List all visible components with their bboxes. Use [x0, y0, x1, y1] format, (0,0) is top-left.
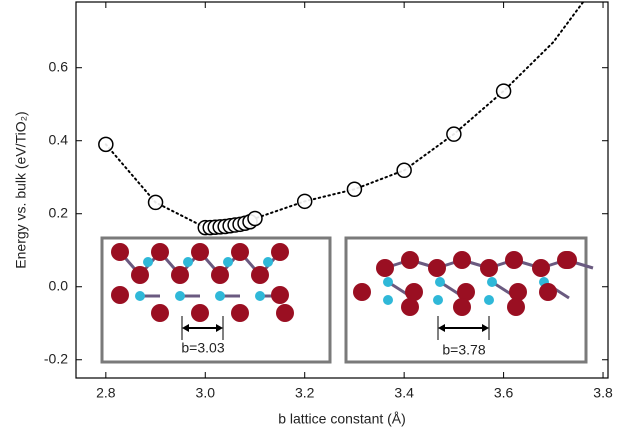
x-tick-label: 3.4: [394, 385, 414, 401]
y-tick-label: 0.4: [49, 131, 69, 147]
atom: [353, 283, 371, 301]
atom: [251, 266, 269, 284]
atom: [255, 291, 265, 301]
atom: [171, 266, 189, 284]
atom: [559, 251, 577, 269]
y-axis-label: Energy vs. bulk (eV/TiO₂): [13, 111, 29, 268]
atom: [401, 298, 419, 316]
x-axis-label: b lattice constant (Å): [278, 411, 406, 427]
marker: [497, 84, 511, 98]
atom: [151, 243, 169, 261]
atom: [231, 243, 249, 261]
x-tick-label: 2.8: [96, 385, 116, 401]
atom: [223, 257, 233, 267]
atom: [135, 291, 145, 301]
atom: [484, 295, 494, 305]
marker: [397, 163, 411, 177]
marker: [347, 182, 361, 196]
atom: [428, 259, 446, 277]
atom: [401, 251, 419, 269]
atom: [143, 257, 153, 267]
atom: [111, 243, 129, 261]
atom: [263, 257, 273, 267]
annotation: b=3.03: [181, 340, 224, 356]
atom: [383, 277, 393, 287]
marker: [99, 137, 113, 151]
marker: [248, 211, 262, 225]
atom: [215, 291, 225, 301]
atom: [376, 259, 394, 277]
annotation: b=3.78: [442, 342, 485, 358]
y-tick-label: 0.0: [49, 277, 69, 293]
y-tick-label: -0.2: [44, 350, 68, 366]
atom: [183, 257, 193, 267]
marker: [298, 194, 312, 208]
x-tick-label: 3.6: [494, 385, 514, 401]
atom: [453, 251, 471, 269]
dotted-line: [106, 2, 583, 228]
marker: [149, 195, 163, 209]
y-tick-label: 0.2: [49, 204, 69, 220]
atom: [175, 291, 185, 301]
y-tick-label: 0.6: [49, 58, 69, 74]
x-tick-label: 3.8: [593, 385, 613, 401]
atom: [191, 243, 209, 261]
atom: [453, 298, 471, 316]
atom: [507, 298, 525, 316]
atom: [505, 251, 523, 269]
chart: b lattice constant (Å) Energy vs. bulk (…: [0, 0, 620, 434]
marker: [447, 127, 461, 141]
atom: [211, 266, 229, 284]
atom: [111, 286, 129, 304]
atom: [131, 266, 149, 284]
atom: [433, 295, 443, 305]
atom: [271, 286, 289, 304]
atom: [231, 304, 249, 322]
atom: [383, 295, 393, 305]
atom: [539, 283, 557, 301]
atom: [480, 259, 498, 277]
atom: [532, 259, 550, 277]
atom: [276, 304, 294, 322]
insets: b=3.03 b=3.78: [102, 238, 593, 362]
atom: [271, 243, 289, 261]
atom: [435, 277, 445, 287]
x-tick-label: 3.2: [295, 385, 315, 401]
atom: [487, 277, 497, 287]
atom: [191, 304, 209, 322]
atom: [151, 304, 169, 322]
x-tick-label: 3.0: [196, 385, 216, 401]
